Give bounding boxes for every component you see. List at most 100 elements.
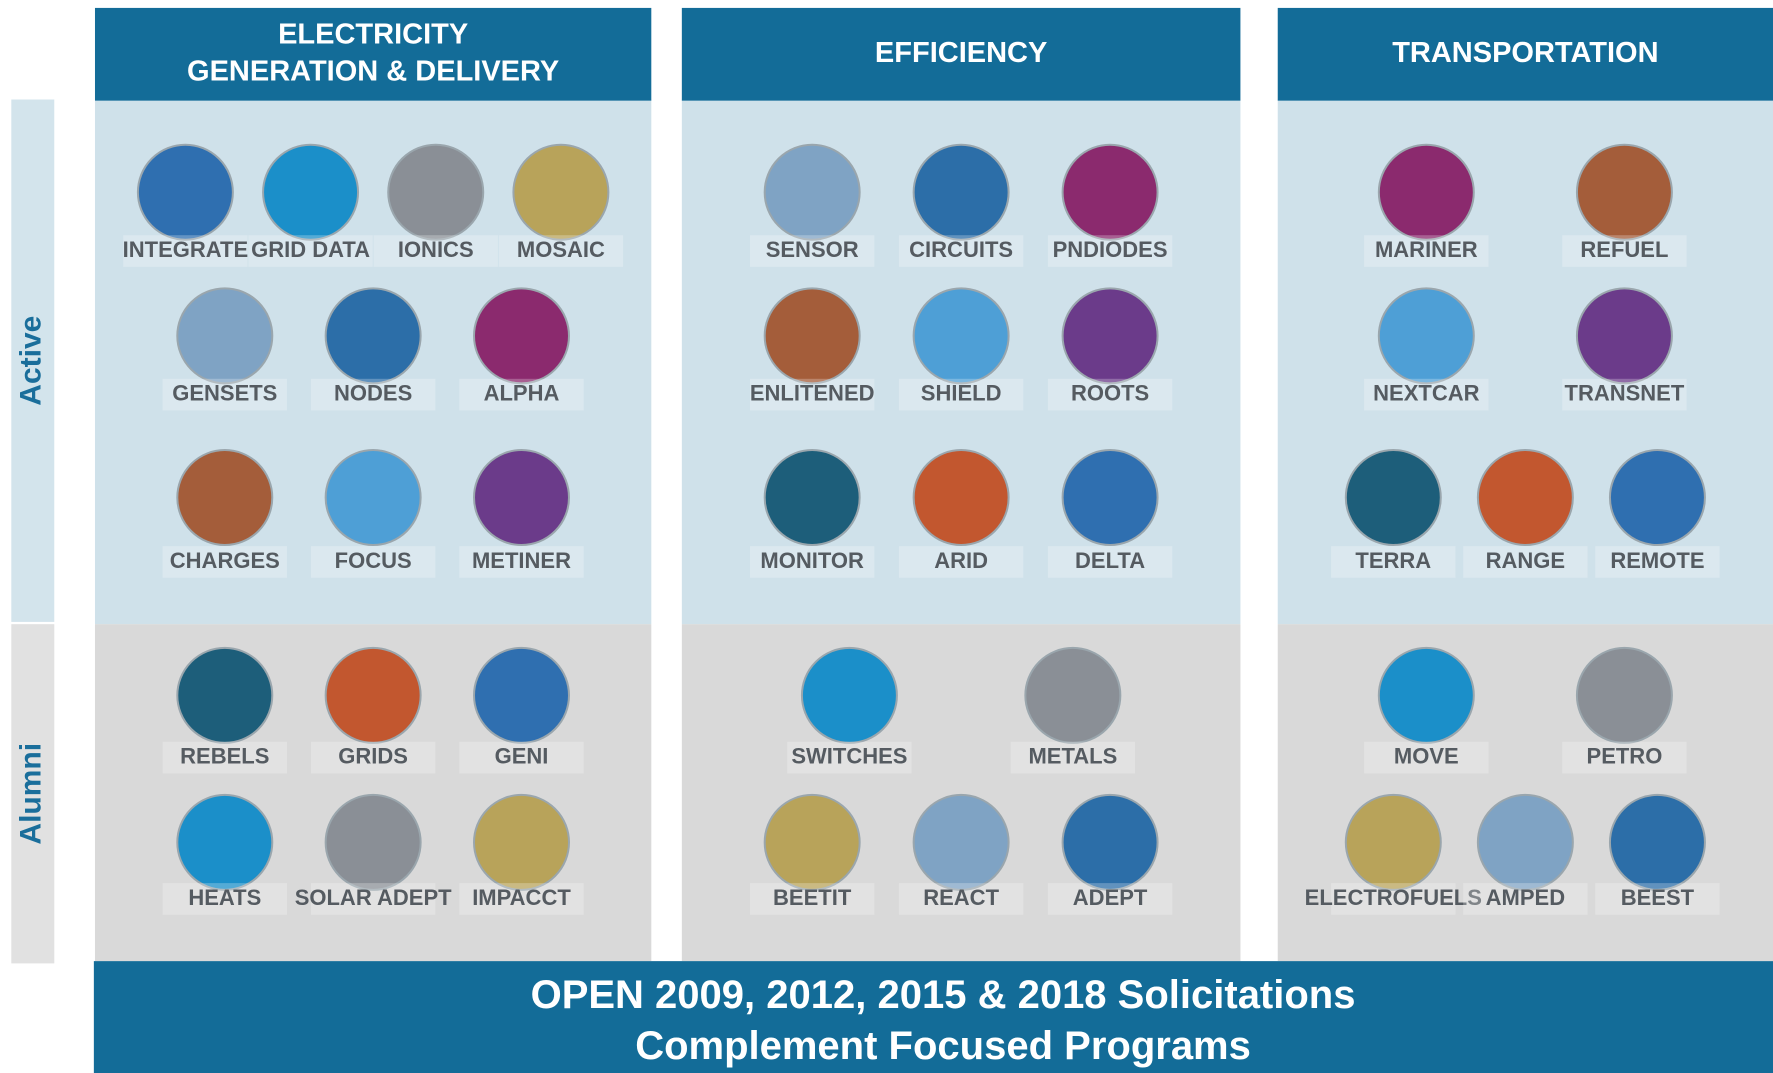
- section-tab: [11, 99, 55, 622]
- program-icon: [1344, 793, 1442, 891]
- program-icon: [473, 793, 570, 891]
- program-icon: [176, 287, 274, 385]
- label-bg: [1364, 378, 1489, 411]
- program-label: ELECTROFUELS: [1305, 885, 1482, 910]
- label-bg: [898, 546, 1024, 578]
- label-bg: [1047, 883, 1173, 915]
- section-label: Alumni: [15, 743, 48, 845]
- program-label: ADEPT: [1073, 885, 1148, 910]
- program-label: MOVE: [1394, 743, 1459, 768]
- program-icon: [262, 143, 360, 241]
- program-icon: [1344, 449, 1442, 547]
- program-label: CHARGES: [170, 548, 280, 573]
- program-label: METALS: [1028, 743, 1117, 768]
- label-bg: [162, 546, 287, 578]
- program-label: MARINER: [1375, 237, 1478, 262]
- program-label: GENI: [495, 743, 549, 768]
- label-bg: [1364, 741, 1489, 774]
- program-icon: [800, 646, 898, 744]
- program-label: PNDIODES: [1053, 237, 1168, 262]
- program-label: ALPHA: [484, 380, 560, 405]
- program-icon: [387, 143, 485, 241]
- program-icon: [136, 143, 234, 241]
- program-label: SHIELD: [921, 380, 1002, 405]
- column-alumni-bg: [1277, 624, 1773, 962]
- label-bg: [1047, 546, 1173, 578]
- label-bg: [123, 235, 248, 267]
- program-icon: [1377, 287, 1475, 385]
- label-bg: [1364, 235, 1489, 267]
- program-icon: [1608, 793, 1706, 891]
- program-label: NEXTCAR: [1373, 380, 1479, 405]
- column-title: EFFICIENCY: [875, 37, 1047, 69]
- program-label: SWITCHES: [791, 743, 907, 768]
- column-title: TRANSPORTATION: [1392, 37, 1658, 69]
- label-bg: [498, 235, 624, 267]
- program-icon: [1608, 449, 1706, 547]
- label-bg: [1595, 883, 1720, 915]
- label-bg: [1331, 546, 1456, 578]
- label-bg: [1562, 741, 1687, 774]
- column-title: ELECTRICITY: [278, 18, 468, 50]
- program-label: ENLITENED: [750, 380, 875, 405]
- label-bg: [898, 378, 1024, 411]
- label-bg: [373, 235, 498, 267]
- program-icon: [176, 449, 274, 547]
- label-bg: [898, 883, 1024, 915]
- column-header: [681, 7, 1241, 101]
- label-bg: [310, 378, 436, 411]
- program-icon: [324, 646, 422, 744]
- program-icon: [1061, 143, 1159, 241]
- label-bg: [162, 883, 287, 915]
- program-label: TERRA: [1355, 548, 1431, 573]
- label-bg: [310, 883, 436, 915]
- program-label: MOSAIC: [517, 237, 605, 262]
- program-icon: [324, 793, 422, 891]
- label-bg: [1595, 546, 1720, 578]
- program-label: MONITOR: [760, 548, 864, 573]
- program-icon: [473, 287, 570, 385]
- label-bg: [1047, 378, 1173, 411]
- banner-text: OPEN 2009, 2012, 2015 & 2018 Solicitatio…: [531, 973, 1356, 1017]
- program-label: SENSOR: [766, 237, 859, 262]
- program-label: NODES: [334, 380, 412, 405]
- label-bg: [459, 546, 584, 578]
- program-icon: [1061, 793, 1159, 891]
- label-bg: [310, 546, 436, 578]
- program-icon: [1476, 449, 1574, 547]
- program-label: CIRCUITS: [909, 237, 1013, 262]
- program-label: GENSETS: [172, 380, 277, 405]
- program-label: AMPED: [1486, 885, 1565, 910]
- label-bg: [162, 378, 287, 411]
- label-bg: [749, 546, 875, 578]
- program-icon: [1575, 143, 1673, 241]
- label-bg: [1010, 741, 1136, 774]
- program-label: ROOTS: [1071, 380, 1149, 405]
- program-icon: [763, 287, 861, 385]
- program-label: HEATS: [188, 885, 261, 910]
- column-header: [94, 7, 652, 101]
- program-label: RANGE: [1486, 548, 1565, 573]
- program-icon: [1061, 449, 1159, 547]
- program-label: TRANSNET: [1565, 380, 1685, 405]
- program-label: METINER: [472, 548, 571, 573]
- label-bg: [310, 741, 436, 774]
- program-icon: [763, 449, 861, 547]
- column-alumni-bg: [681, 624, 1241, 962]
- program-icon: [1575, 646, 1673, 744]
- column-header: [1277, 7, 1773, 101]
- label-bg: [459, 378, 584, 411]
- label-bg: [1463, 883, 1588, 915]
- program-icon: [763, 793, 861, 891]
- label-bg: [1562, 235, 1687, 267]
- program-label: BEETIT: [773, 885, 852, 910]
- program-label: INTEGRATE: [123, 237, 248, 262]
- program-icon: [473, 646, 570, 744]
- label-bg: [1463, 546, 1588, 578]
- program-icon: [176, 793, 274, 891]
- program-icon: [512, 143, 610, 241]
- program-label: REMOTE: [1610, 548, 1704, 573]
- program-icon: [473, 449, 570, 547]
